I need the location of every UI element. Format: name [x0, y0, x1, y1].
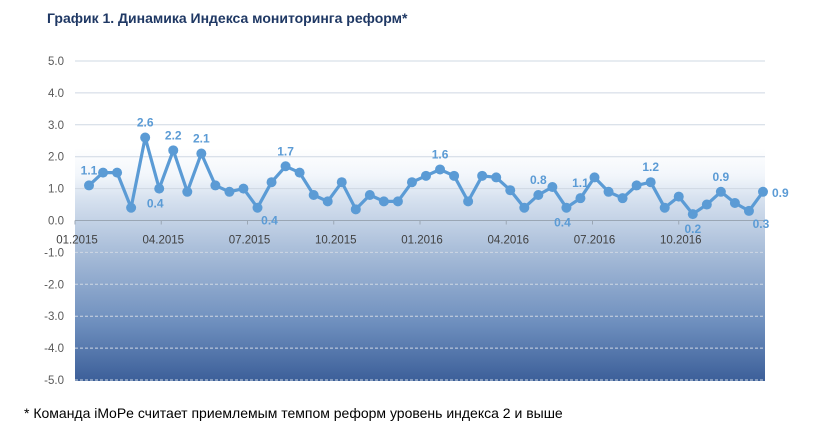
- data-point: [322, 196, 333, 207]
- data-point: [477, 170, 488, 181]
- data-point: [533, 189, 544, 200]
- data-point: [336, 177, 347, 188]
- data-point: [392, 196, 403, 207]
- data-point: [645, 177, 656, 188]
- data-label: 1.1: [81, 163, 98, 177]
- y-tick-label: 5.0: [48, 56, 64, 68]
- data-point: [491, 172, 502, 183]
- data-label: 2.2: [165, 128, 182, 142]
- data-point: [701, 199, 712, 210]
- x-tick-label: 07.2015: [229, 235, 271, 247]
- data-point: [617, 193, 628, 204]
- data-labels: 1.1 2.6 0.4 2.2 2.1 0.4 1.7 1.6 0.8 0.4 1.1 1.2 0.2 0…: [81, 116, 789, 237]
- grid-lines: [75, 60, 765, 381]
- data-point: [350, 204, 361, 215]
- data-label: 0.4: [554, 216, 571, 230]
- data-point: [378, 196, 389, 207]
- y-tick-label: 1.0: [48, 184, 64, 196]
- data-point: [435, 164, 446, 175]
- chart-title: График 1. Динамика Индекса мониторинга р…: [47, 10, 408, 26]
- data-label: 1.2: [642, 160, 659, 174]
- data-point: [126, 202, 137, 213]
- data-point: [84, 180, 94, 191]
- data-point: [364, 189, 375, 200]
- x-tick-label: 10.2015: [315, 235, 357, 247]
- data-point: [112, 167, 123, 178]
- data-label: 1.6: [432, 147, 449, 161]
- series-main: [84, 132, 768, 220]
- footnote: * Команда iMoPe считает приемлемым темпо…: [24, 405, 563, 421]
- y-tick-label: 2.0: [48, 152, 64, 164]
- data-point: [519, 202, 530, 213]
- data-label: 0.9: [713, 170, 730, 184]
- data-label: 2.1: [193, 132, 210, 146]
- data-point: [631, 180, 642, 191]
- data-point: [196, 148, 207, 159]
- data-point: [154, 183, 165, 194]
- y-tick-label: -3.0: [44, 311, 64, 323]
- data-point: [266, 177, 277, 188]
- data-point: [547, 182, 558, 193]
- data-point: [729, 197, 740, 208]
- data-point: [715, 186, 726, 197]
- y-tick-label: 0.0: [48, 216, 64, 228]
- data-point: [308, 189, 319, 200]
- data-label: 2.6: [137, 116, 154, 130]
- x-tick-label: 04.2016: [487, 235, 529, 247]
- data-label: 1.7: [277, 144, 294, 158]
- data-point: [575, 193, 586, 204]
- data-point: [421, 170, 431, 181]
- data-point: [140, 132, 151, 143]
- y-tick-label: -1.0: [44, 247, 64, 259]
- data-label: 0.3: [753, 217, 770, 231]
- data-label: 0.2: [684, 222, 701, 236]
- data-point: [463, 196, 474, 207]
- x-tick-label: 01.2016: [401, 235, 443, 247]
- data-point: [210, 180, 221, 191]
- data-point: [280, 161, 291, 172]
- data-point: [168, 145, 179, 156]
- x-tick-label: 01.2015: [56, 235, 98, 247]
- data-point: [98, 167, 109, 178]
- x-axis: 01.2015 04.2015 07.2015 10.2015 01.2016 04.20…: [56, 220, 702, 247]
- data-point: [589, 172, 600, 183]
- data-label: 0.8: [530, 173, 547, 187]
- data-point: [406, 177, 417, 188]
- y-tick-label: -5.0: [44, 375, 64, 387]
- data-point: [561, 202, 572, 213]
- y-tick-label: -2.0: [44, 279, 64, 291]
- x-tick-label: 10.2016: [660, 235, 702, 247]
- y-tick-label: 4.0: [48, 88, 64, 100]
- data-point: [449, 170, 460, 181]
- data-point: [659, 202, 670, 213]
- data-point: [238, 183, 249, 194]
- data-point: [182, 186, 193, 197]
- data-point: [743, 205, 754, 216]
- data-point: [673, 191, 684, 202]
- data-label: 0.4: [147, 197, 164, 211]
- x-tick-label: 04.2015: [142, 235, 184, 247]
- data-label: 0.4: [261, 214, 278, 228]
- data-point: [252, 202, 263, 213]
- data-label: 0.9: [772, 186, 789, 200]
- x-tick-label: 07.2016: [574, 235, 616, 247]
- data-point: [758, 186, 768, 197]
- y-tick-label: -4.0: [44, 343, 64, 355]
- data-point: [224, 186, 235, 197]
- data-point: [687, 209, 698, 220]
- data-point: [603, 186, 614, 197]
- data-point: [294, 167, 305, 178]
- plot-background: [75, 148, 765, 381]
- y-axis: 5.0 4.0 3.0 2.0 1.0 0.0 -1.0 -2.0 -3.0 -4.0 -5.0: [44, 56, 64, 387]
- y-tick-label: 3.0: [48, 120, 64, 132]
- data-point: [505, 185, 516, 196]
- data-label: 1.1: [572, 176, 589, 190]
- line-chart: 5.0 4.0 3.0 2.0 1.0 0.0 -1.0 -2.0 -3.0 -4.0 -5.0 0…: [44, 56, 789, 387]
